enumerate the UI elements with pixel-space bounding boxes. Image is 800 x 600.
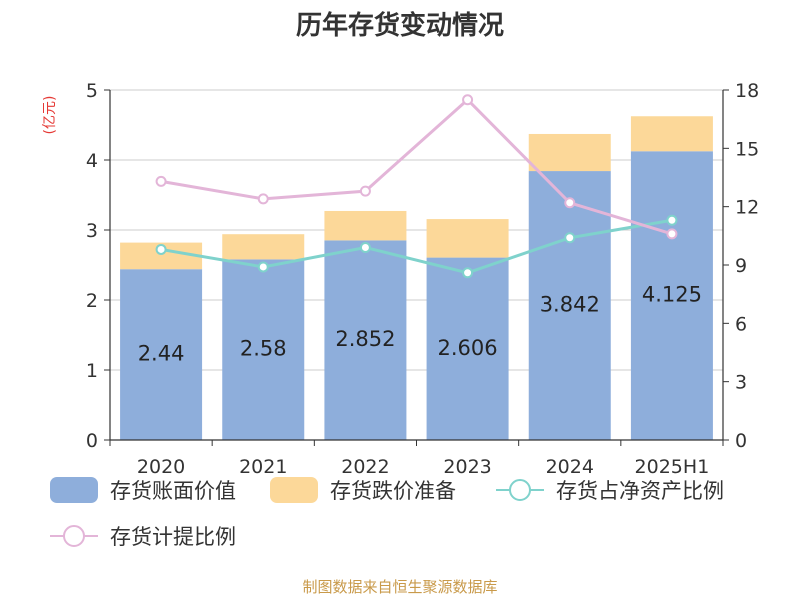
right-tick-label: 12 [735, 197, 759, 219]
grid [110, 89, 723, 371]
bar-value-label: 2.58 [240, 337, 287, 361]
line-point [462, 94, 474, 106]
bar [222, 234, 305, 260]
legend-label: 存货跌价准备 [330, 479, 456, 503]
left-tick-label: 3 [86, 220, 98, 242]
legend-label: 存货计提比例 [110, 525, 236, 549]
legend-swatch [270, 477, 318, 503]
line-point [359, 185, 371, 197]
legend-item[interactable]: 存货跌价准备 [270, 477, 456, 503]
x-tick-label: 2023 [443, 456, 491, 478]
lines [155, 94, 678, 279]
right-tick-label: 0 [735, 430, 747, 452]
line-point [359, 242, 371, 253]
bar [630, 116, 713, 152]
line-point [564, 197, 576, 209]
legend-label: 存货占净资产比例 [556, 479, 724, 503]
line-point [666, 228, 678, 240]
x-tick-label: 2021 [239, 456, 287, 478]
bars [120, 116, 713, 440]
left-tick-label: 1 [86, 360, 98, 382]
right-tick-label: 18 [735, 80, 759, 102]
data-labels: 2.44 2.58 2.852 2.606 3.842 4.125 [138, 283, 702, 366]
line-point [666, 214, 678, 226]
bar [528, 133, 611, 172]
left-tick-label: 0 [86, 430, 98, 452]
legend-item[interactable]: 存货计提比例 [50, 525, 236, 549]
series-line [160, 218, 673, 275]
bar-value-label: 2.606 [438, 336, 498, 360]
line-point [155, 243, 167, 255]
bar [630, 151, 713, 440]
line-point [462, 267, 474, 279]
right-tick-label: 3 [735, 372, 747, 394]
right-tick-label: 6 [735, 313, 747, 335]
legend-label: 存货账面价值 [110, 479, 236, 503]
left-tick-label: 5 [86, 80, 98, 102]
x-tick-label: 2024 [546, 456, 594, 478]
x-tick-label: 2025H1 [635, 456, 710, 478]
source-note: 制图数据来自恒生聚源数据库 [302, 578, 497, 596]
legend-swatch [50, 477, 98, 503]
bar [426, 219, 509, 258]
legend-item[interactable]: 存货账面价值 [50, 477, 236, 503]
bar [324, 210, 407, 241]
bar [120, 269, 203, 440]
line-point [564, 232, 576, 244]
line-point [257, 261, 269, 273]
bar [426, 257, 509, 440]
line-point [257, 193, 269, 205]
bar [528, 171, 611, 440]
chart-title: 历年存货变动情况 [296, 10, 504, 41]
left-tick-label: 4 [86, 150, 98, 172]
series-line [160, 97, 673, 236]
left-axis-unit: (亿元) [42, 96, 58, 135]
line-point [155, 175, 167, 187]
bar-value-label: 3.842 [540, 293, 600, 317]
legend-marker [63, 525, 85, 547]
bar [222, 259, 305, 440]
x-tick-label: 2020 [137, 456, 185, 478]
bar-value-label: 2.44 [138, 342, 185, 366]
legend-marker [509, 479, 531, 501]
left-tick-label: 2 [86, 290, 98, 312]
right-tick-label: 15 [735, 138, 759, 160]
bar [324, 240, 407, 440]
right-tick-label: 9 [735, 255, 747, 277]
x-tick-label: 2022 [341, 456, 389, 478]
bar-value-label: 4.125 [642, 283, 702, 307]
legend-item[interactable]: 存货占净资产比例 [496, 479, 724, 503]
bar-value-label: 2.852 [335, 327, 395, 351]
right-axis-unit: % [796, 86, 800, 99]
